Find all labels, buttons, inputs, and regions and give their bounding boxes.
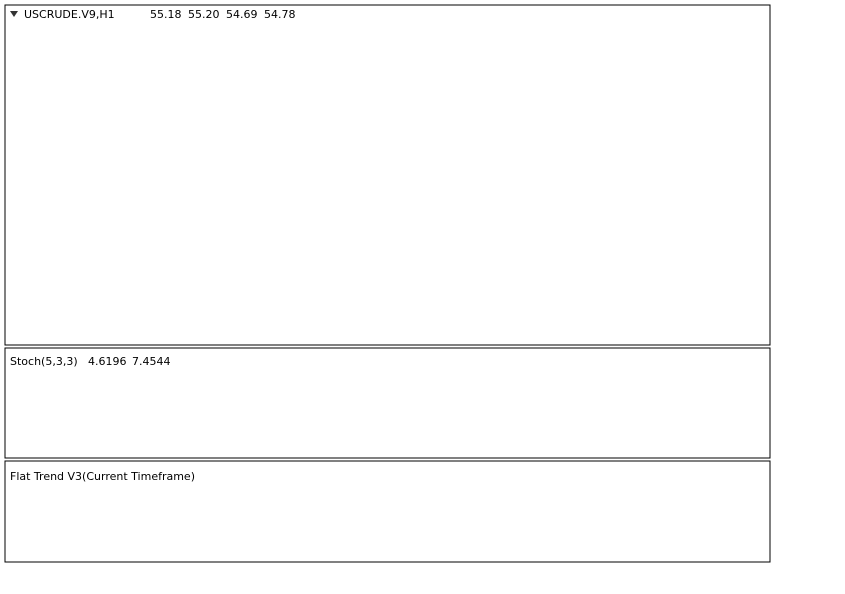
- stoch-main-value: 4.6196: [88, 355, 127, 368]
- quote-close: 54.78: [264, 8, 296, 21]
- flat-panel-border: [4, 460, 771, 563]
- quote-open: 55.18: [150, 8, 182, 21]
- stoch-signal-value: 7.4544: [132, 355, 171, 368]
- symbol-icon: [10, 11, 18, 17]
- labels: USCRUDE.V9,H1 55.18 55.20 54.69 54.78 St…: [10, 8, 296, 483]
- quote-high: 55.20: [188, 8, 220, 21]
- frame: [4, 4, 771, 563]
- main-panel-border: [4, 4, 771, 346]
- stoch-panel-border: [4, 347, 771, 459]
- flat-title: Flat Trend V3(Current Timeframe): [10, 470, 195, 483]
- quote-low: 54.69: [226, 8, 258, 21]
- stoch-title: Stoch(5,3,3): [10, 355, 78, 368]
- symbol: USCRUDE.V9,H1: [24, 8, 115, 21]
